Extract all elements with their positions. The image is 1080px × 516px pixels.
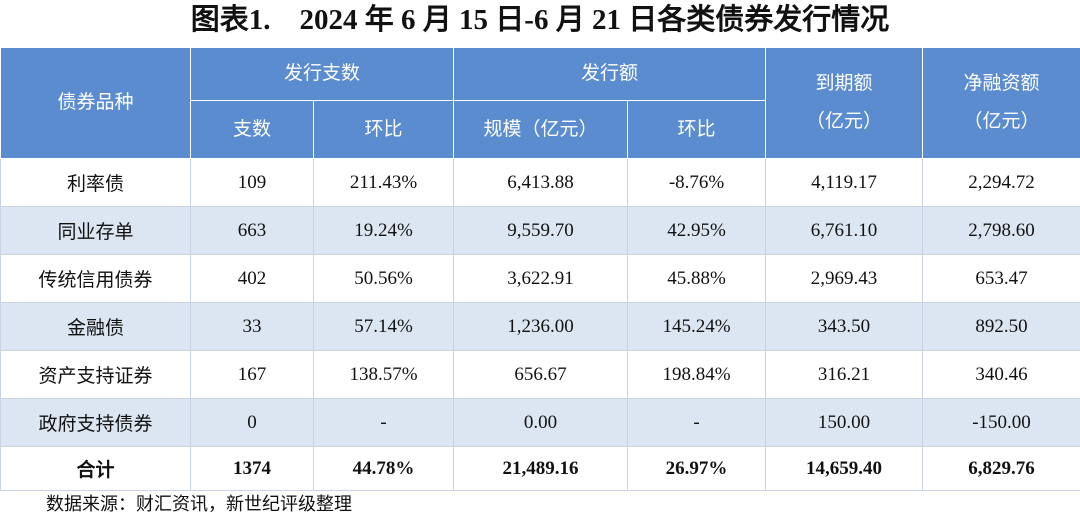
table-cell: 26.97% [627, 446, 767, 491]
table-body: 利率债 109 211.43% 6,413.88 -8.76% 4,119.17 2,294… [0, 158, 1080, 491]
table-cell: 198.84% [627, 350, 767, 399]
table-cell: 892.50 [922, 302, 1080, 351]
header-cell: 债券品种 [0, 47, 191, 159]
table-row: 政府支持债券 0-0.00-150.00 -150.00 [0, 398, 1080, 447]
table-cell: 19.24% [312, 206, 455, 255]
table-cell: 109 [190, 158, 314, 207]
row-label: 政府支持债券 [0, 398, 191, 447]
table-cell: 663 [190, 206, 314, 255]
table-cell: 211.43% [312, 158, 455, 207]
table-cell: 3,622.91 [453, 254, 629, 303]
table-cell: 6,413.88 [453, 158, 629, 207]
table-cell: 653.47 [922, 254, 1080, 303]
table-cell: 0 [190, 398, 314, 447]
row-label: 同业存单 [0, 206, 191, 255]
subheader-cell: 环比 [627, 100, 767, 159]
table-cell: 14,659.40 [765, 446, 924, 491]
table-row: 利率债 109 211.43% 6,413.88 -8.76% 4,119.17 2,294… [0, 158, 1080, 207]
table-cell: 1374 [190, 446, 314, 491]
table-cell: 2,969.43 [765, 254, 924, 303]
table-cell: - [627, 398, 767, 447]
table-cell: 316.21 [765, 350, 924, 399]
table-cell: 402 [190, 254, 314, 303]
table-row: 金融债 33 57.14% 1,236.00 145.24% 343.50 892.50 [0, 302, 1080, 351]
table-cell: -8.76% [627, 158, 767, 207]
row-label: 资产支持证券 [0, 350, 191, 399]
subheader-cell: 规模（亿元） [453, 100, 629, 159]
table-cell: 2,294.72 [922, 158, 1080, 207]
header-row: 支数 环比 规模（亿元） 环比 [1, 100, 1080, 159]
table-cell: 50.56% [312, 254, 455, 303]
row-label: 传统信用债券 [0, 254, 191, 303]
row-label: 合计 [0, 446, 191, 491]
table-cell: -150.00 [922, 398, 1080, 447]
table-cell: 21,489.16 [453, 446, 629, 491]
header-cell: 发行额 [453, 47, 767, 101]
table-row: 同业存单 663 19.24% 9,559.70 42.95% 6,761.10 2,798… [0, 206, 1080, 255]
header-cell: 到期额 （亿元） [765, 47, 924, 159]
header-row: 债券品种 发行支数 发行额 到期额 （亿元） 净融资额 （亿元） [0, 47, 1080, 159]
table-cell: 0.00 [453, 398, 629, 447]
table-cell: 4,119.17 [765, 158, 924, 207]
header-cell: 净融资额 （亿元） [922, 47, 1080, 159]
subheader-cell: 环比 [312, 100, 455, 159]
table-cell: - [312, 398, 455, 447]
table-cell: 44.78% [312, 446, 455, 491]
table-cell: 145.24% [627, 302, 767, 351]
table-cell: 138.57% [312, 350, 455, 399]
table-cell: 343.50 [765, 302, 924, 351]
table-row: 传统信用债券 402 50.56% 3,622.91 45.88% 2,969.43 653… [0, 254, 1080, 303]
table-head: 债券品种 发行支数 发行额 到期额 （亿元） 净融资额 （亿元） 支数 环比 规… [0, 47, 1080, 159]
table-cell: 9,559.70 [453, 206, 629, 255]
table-cell: 2,798.60 [922, 206, 1080, 255]
table-cell: 45.88% [627, 254, 767, 303]
table-cell: 167 [190, 350, 314, 399]
table-row: 合计 1374 44.78% 21,489.16 26.97% 14,659.40 6,82… [0, 446, 1080, 491]
row-label: 金融债 [0, 302, 191, 351]
row-label: 利率债 [0, 158, 191, 207]
table-cell: 6,761.10 [765, 206, 924, 255]
table-title: 图表1. 2024 年 6 月 15 日-6 月 21 日各类债券发行情况 [190, 4, 890, 36]
table-cell: 6,829.76 [922, 446, 1080, 491]
table-cell: 1,236.00 [453, 302, 629, 351]
table-cell: 150.00 [765, 398, 924, 447]
table-cell: 33 [190, 302, 314, 351]
header-cell: 发行支数 [189, 47, 455, 101]
table-cell: 57.14% [312, 302, 455, 351]
bond-table: 债券品种 发行支数 发行额 到期额 （亿元） 净融资额 （亿元） 支数 环比 规… [0, 47, 1080, 491]
table-cell: 656.67 [453, 350, 629, 399]
table-cell: 340.46 [922, 350, 1080, 399]
table-row: 资产支持证券 167 138.57% 656.67 198.84% 316.21 340.4… [0, 350, 1080, 399]
subheader-cell: 支数 [190, 100, 314, 159]
source-note: 数据来源：财汇资讯，新世纪评级整理 [46, 494, 352, 514]
table-cell: 42.95% [627, 206, 767, 255]
